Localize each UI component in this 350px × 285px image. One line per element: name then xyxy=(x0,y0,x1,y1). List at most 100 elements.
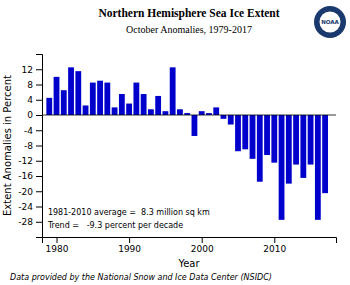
zero-line xyxy=(42,115,336,116)
y-tick-label: -4 xyxy=(24,126,33,136)
y-tick: -16 xyxy=(18,171,42,181)
bar xyxy=(133,83,139,115)
y-tick-label: 0 xyxy=(27,110,33,120)
bar xyxy=(322,115,328,193)
bar xyxy=(250,115,256,159)
bar xyxy=(228,115,234,125)
bar xyxy=(163,111,169,115)
y-tick-mark xyxy=(36,176,42,177)
y-axis-line xyxy=(36,55,43,238)
x-tick-label: 2000 xyxy=(191,244,214,254)
y-tick-label: -12 xyxy=(18,156,33,166)
x-axis-title: Year xyxy=(177,258,200,269)
y-tick-label: -20 xyxy=(18,187,33,197)
y-tick-mark xyxy=(36,146,42,147)
bar xyxy=(61,90,67,115)
x-tick-mark xyxy=(274,237,275,243)
y-tick: 0 xyxy=(27,110,42,120)
bar xyxy=(104,83,110,115)
logo-text: NOAA xyxy=(321,19,339,25)
bar xyxy=(293,115,299,165)
x-tick: 2000 xyxy=(191,237,214,254)
y-tick: 8 xyxy=(27,80,42,90)
y-tick-label: -28 xyxy=(18,217,33,227)
x-tick-label: 1990 xyxy=(118,244,141,254)
y-tick-label: -24 xyxy=(18,202,33,212)
x-tick-mark xyxy=(57,237,58,243)
bar xyxy=(148,109,154,115)
x-tick: 1990 xyxy=(118,237,141,254)
y-tick-mark xyxy=(36,222,42,223)
y-tick-mark xyxy=(36,130,42,131)
bar xyxy=(155,96,161,115)
bar xyxy=(242,115,248,149)
y-tick-mark xyxy=(36,161,42,162)
bar xyxy=(83,105,89,115)
logo: NOAA xyxy=(314,6,346,38)
annotation: 1981-2010 average = 8.3 million sq km xyxy=(48,208,210,217)
x-tick: 2010 xyxy=(263,237,286,254)
bar xyxy=(97,81,103,115)
y-tick-mark xyxy=(36,207,42,208)
y-tick-label: 4 xyxy=(27,95,33,105)
bar xyxy=(308,115,314,165)
x-axis-line xyxy=(43,238,337,244)
y-tick: 4 xyxy=(27,95,42,105)
bar xyxy=(199,111,205,115)
y-tick-label: 12 xyxy=(22,65,33,75)
bar xyxy=(192,115,198,136)
x-axis: 1980 1990 2000 2010 xyxy=(43,237,337,254)
x-tick: 1980 xyxy=(46,237,69,254)
bar xyxy=(315,115,321,220)
footer: Data provided by the National Snow and I… xyxy=(10,273,272,282)
bar xyxy=(126,104,132,115)
y-tick: -12 xyxy=(18,156,42,166)
title: Northern Hemisphere Sea Ice Extent xyxy=(98,7,279,20)
logo-center xyxy=(320,12,341,33)
bar xyxy=(119,94,125,115)
x-tick-mark xyxy=(129,237,130,243)
bar xyxy=(90,83,96,115)
y-axis-title: Extent Anomalies in Percent xyxy=(2,75,13,216)
y-tick: -24 xyxy=(18,202,42,212)
bar xyxy=(170,67,176,115)
bar xyxy=(46,98,52,115)
annotation: Trend = -9.3 percent per decade xyxy=(47,221,183,230)
bar xyxy=(264,115,270,155)
subtitle: October Anomalies, 1979-2017 xyxy=(126,24,252,35)
bar xyxy=(68,67,74,115)
bar xyxy=(141,94,147,115)
bar xyxy=(271,115,277,163)
y-tick-label: -8 xyxy=(24,141,33,151)
y-tick-mark xyxy=(36,85,42,86)
bar xyxy=(286,115,292,184)
y-axis: 12 8 4 0 -4 -8 -12 -16 -20 -24 -28 xyxy=(18,55,42,238)
bar xyxy=(221,115,227,119)
y-tick-label: -16 xyxy=(18,171,33,181)
y-tick: 12 xyxy=(22,65,42,75)
x-tick-mark xyxy=(202,237,203,243)
y-tick-mark xyxy=(36,191,42,192)
y-tick: -4 xyxy=(24,126,42,136)
chart: 12 8 4 0 -4 -8 -12 -16 -20 -24 -28 1980 1990 2000 2010… xyxy=(0,0,350,285)
y-tick-mark xyxy=(36,100,42,101)
bar xyxy=(300,115,306,178)
y-tick: -8 xyxy=(24,141,42,151)
x-tick-label: 1980 xyxy=(46,244,69,254)
y-tick-mark xyxy=(36,69,42,70)
y-tick-mark xyxy=(36,115,42,116)
logo-ring xyxy=(314,6,346,38)
y-tick: -28 xyxy=(18,217,42,227)
y-tick-label: 8 xyxy=(27,80,33,90)
plot-area xyxy=(42,67,336,220)
bar xyxy=(257,115,263,182)
bar xyxy=(54,77,60,115)
bar xyxy=(213,107,219,115)
x-tick-label: 2010 xyxy=(263,244,286,254)
bar xyxy=(235,115,241,151)
bar xyxy=(177,109,183,115)
bar xyxy=(279,115,285,220)
bar xyxy=(112,107,118,115)
y-tick: -20 xyxy=(18,187,42,197)
bar xyxy=(75,71,81,115)
